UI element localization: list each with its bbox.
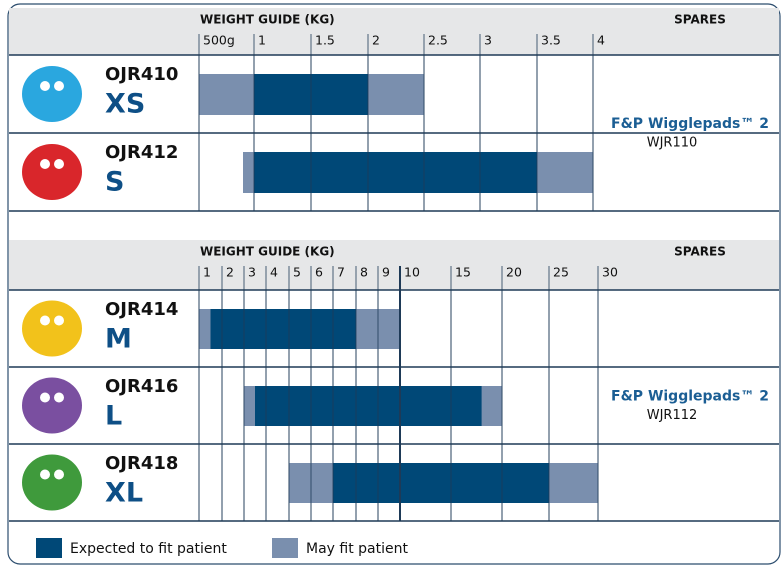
spares-name: F&P Wigglepads™ 2 bbox=[611, 116, 769, 132]
tick-label: 20 bbox=[506, 265, 522, 280]
tick-label: 7 bbox=[337, 265, 345, 280]
icon-eye bbox=[54, 159, 64, 169]
tick-label: 10 bbox=[404, 265, 420, 280]
expected-bar bbox=[254, 152, 537, 193]
icon-eye bbox=[54, 393, 64, 403]
product-size: L bbox=[105, 401, 122, 432]
tick-label: 9 bbox=[382, 265, 390, 280]
expected-bar bbox=[333, 463, 549, 503]
header-band bbox=[9, 8, 779, 55]
animal-icon bbox=[22, 66, 82, 122]
legend-label: Expected to fit patient bbox=[70, 541, 227, 557]
spares-code: WJR110 bbox=[647, 136, 698, 151]
spares-name: F&P Wigglepads™ 2 bbox=[611, 389, 769, 405]
weight-guide: WEIGHT GUIDE (KG) SPARES 500g 1 1.5 2 2.5 3 3.5 4… bbox=[0, 0, 784, 568]
tick-label: 1 bbox=[203, 265, 211, 280]
icon-eye bbox=[54, 470, 64, 480]
icon-eye bbox=[54, 316, 64, 326]
product-code: OJR416 bbox=[105, 376, 178, 397]
header-title: WEIGHT GUIDE (KG) bbox=[200, 13, 335, 27]
icon-eye bbox=[40, 470, 50, 480]
product-code: OJR410 bbox=[105, 64, 178, 85]
header-spares: SPARES bbox=[674, 245, 726, 259]
header-title: WEIGHT GUIDE (KG) bbox=[200, 245, 335, 259]
header-spares: SPARES bbox=[674, 13, 726, 27]
tick-label: 8 bbox=[360, 265, 368, 280]
tick-label: 500g bbox=[203, 33, 235, 48]
tick-label: 2.5 bbox=[428, 33, 448, 48]
tick-label: 6 bbox=[315, 265, 323, 280]
header-band bbox=[9, 240, 779, 290]
animal-icon bbox=[22, 455, 82, 511]
animal-icon bbox=[22, 378, 82, 434]
tick-label: 3.5 bbox=[541, 33, 561, 48]
product-size: XS bbox=[105, 89, 145, 120]
product-size: S bbox=[105, 167, 124, 198]
tick-label: 2 bbox=[226, 265, 234, 280]
tick-label: 5 bbox=[293, 265, 301, 280]
icon-eye bbox=[40, 316, 50, 326]
tick-label: 4 bbox=[270, 265, 278, 280]
tick-label: 1 bbox=[258, 33, 266, 48]
tick-label: 3 bbox=[248, 265, 256, 280]
icon-eye bbox=[40, 81, 50, 91]
tick-label: 1.5 bbox=[315, 33, 335, 48]
tick-label: 4 bbox=[597, 33, 605, 48]
legend-swatch bbox=[272, 538, 298, 558]
product-code: OJR412 bbox=[105, 142, 178, 163]
icon-eye bbox=[40, 393, 50, 403]
tick-label: 30 bbox=[602, 265, 618, 280]
legend-swatch bbox=[36, 538, 62, 558]
tick-label: 25 bbox=[553, 265, 569, 280]
icon-eye bbox=[54, 81, 64, 91]
product-code: OJR414 bbox=[105, 299, 178, 320]
animal-icon bbox=[22, 144, 82, 200]
tick-label: 3 bbox=[484, 33, 492, 48]
legend-label: May fit patient bbox=[306, 541, 408, 557]
product-code: OJR418 bbox=[105, 453, 178, 474]
icon-eye bbox=[40, 159, 50, 169]
product-size: XL bbox=[105, 478, 143, 509]
tick-label: 15 bbox=[455, 265, 471, 280]
spares-code: WJR112 bbox=[647, 408, 698, 423]
expected-bar bbox=[211, 309, 357, 349]
animal-icon bbox=[22, 301, 82, 357]
tick-label: 2 bbox=[372, 33, 380, 48]
product-size: M bbox=[105, 324, 132, 355]
